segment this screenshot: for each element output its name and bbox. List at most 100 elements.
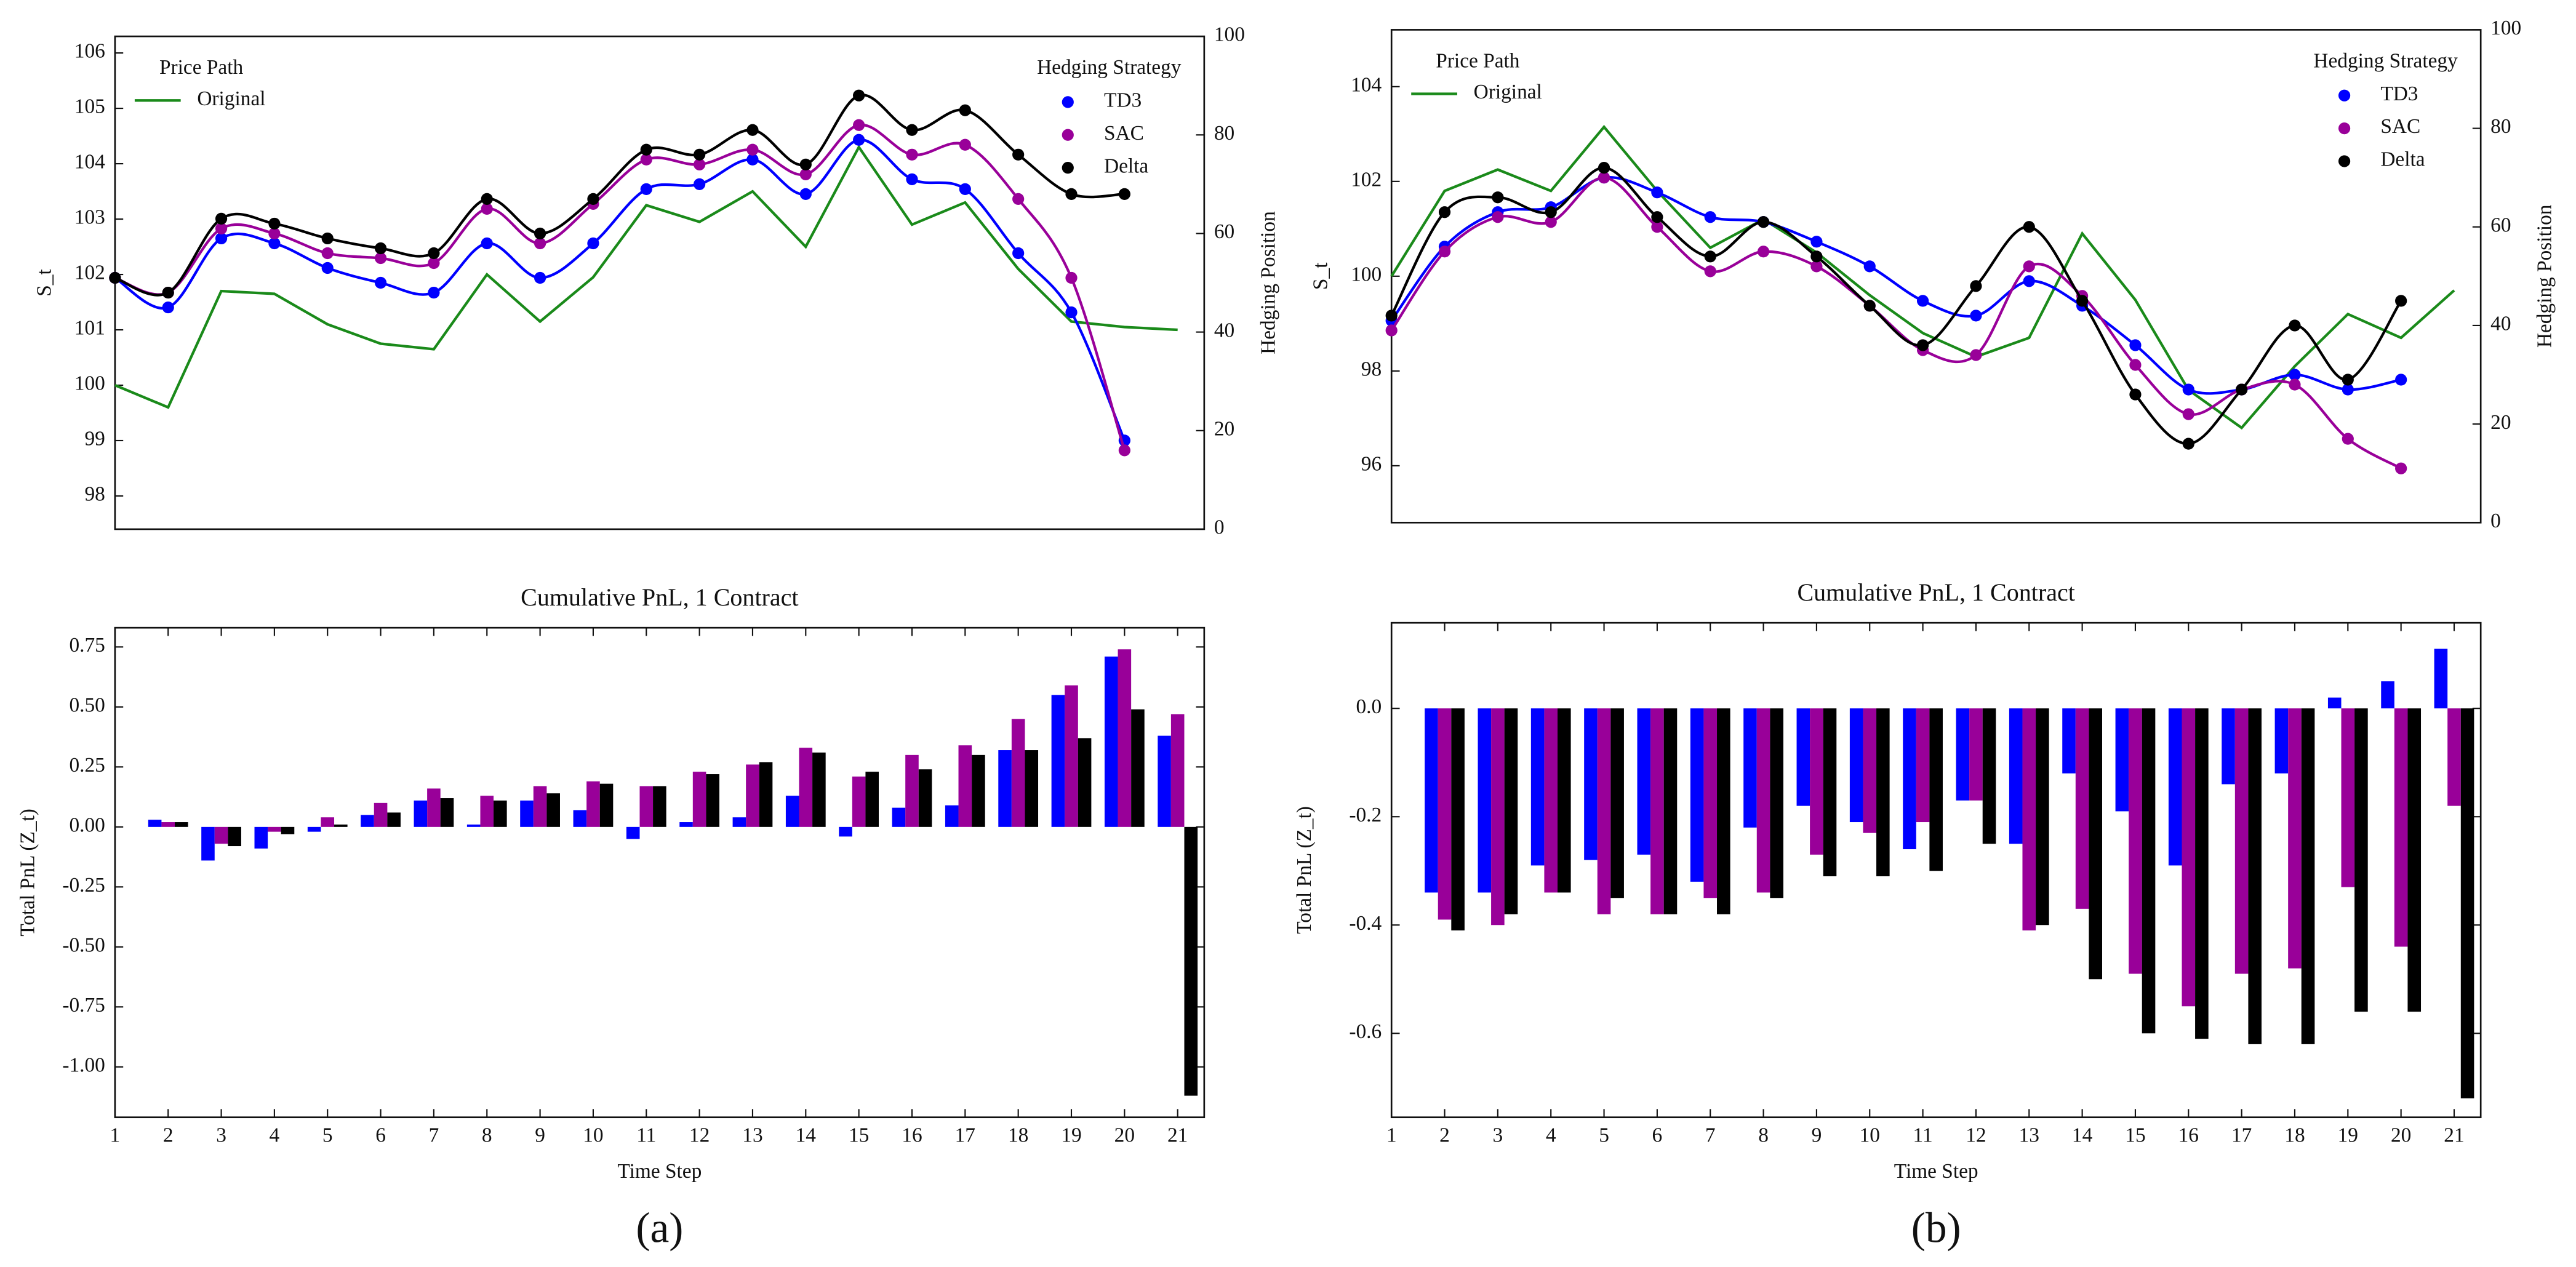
hedge-point (1651, 186, 1663, 199)
bar (2075, 708, 2089, 909)
bar (918, 769, 932, 827)
hedge-point (1118, 444, 1130, 457)
hedge-point (746, 153, 759, 166)
price-line (1390, 124, 2455, 430)
bar (759, 762, 773, 827)
hedge-point (268, 227, 281, 240)
y-tick-label: -0.50 (62, 933, 105, 956)
hedge-point (2023, 275, 2035, 287)
bar (1118, 649, 1132, 827)
bar (2407, 708, 2422, 1012)
y2-tick-label: 40 (1214, 319, 1234, 342)
bar (1770, 708, 1783, 898)
hedge-point (694, 178, 706, 190)
x-tick-label: 18 (2284, 1124, 2305, 1146)
hedge-point (853, 134, 865, 146)
bar (2089, 708, 2102, 980)
bar (2327, 697, 2342, 709)
bar (599, 783, 614, 827)
bar (998, 750, 1012, 827)
y-tick-label: -0.6 (1349, 1020, 1382, 1043)
x-tick-label: 9 (535, 1124, 545, 1146)
legend-label: TD3 (1104, 89, 1142, 112)
hedge-point (268, 237, 281, 250)
bar (414, 800, 428, 827)
y2-tick-label: 100 (2490, 17, 2521, 39)
bar (1584, 708, 1598, 860)
hedge-point (2236, 383, 2248, 396)
hedge-point (1545, 216, 1557, 228)
hedge-point (2395, 374, 2407, 386)
hedge-point (2129, 388, 2142, 401)
bar (2022, 708, 2036, 931)
bar (1184, 826, 1198, 1096)
hedge-point (2182, 408, 2194, 420)
bar (1051, 695, 1065, 827)
hedge-point (906, 148, 918, 161)
bar (2009, 708, 2023, 844)
hedge-point (640, 143, 652, 156)
bar (905, 754, 919, 827)
x-axis-label: Time Step (1894, 1160, 1978, 1183)
bar (1011, 719, 1025, 827)
bar (1170, 714, 1185, 827)
y-tick-label: 103 (74, 206, 105, 229)
hedge-point (481, 202, 493, 215)
hedge-point (374, 252, 387, 265)
hedge-point (1012, 193, 1025, 205)
bar (374, 802, 388, 827)
bar (1131, 709, 1145, 827)
bar (307, 826, 321, 832)
hedge-point (2289, 369, 2301, 381)
x-tick-label: 11 (636, 1124, 656, 1146)
hedge-point (1012, 148, 1025, 161)
legend-marker (2338, 122, 2351, 135)
hedge-point (799, 188, 812, 200)
hedge-point (1118, 188, 1130, 200)
bar (1451, 708, 1465, 931)
chart-title: Cumulative PnL, 1 Contract (1797, 578, 2074, 606)
legend-marker (2338, 155, 2351, 167)
hedge-point (799, 158, 812, 170)
y2-tick-label: 0 (2490, 510, 2501, 532)
hedge-point (534, 271, 546, 284)
y-tick-label: 0.0 (1356, 695, 1382, 718)
bar (732, 817, 746, 827)
bar (1982, 708, 1996, 844)
hedge-line (1390, 176, 2402, 470)
y-tick-label: -0.2 (1349, 804, 1382, 826)
bar (494, 800, 507, 827)
y-tick-label: 100 (74, 372, 105, 395)
bar (1903, 708, 1916, 850)
bar (1823, 708, 1837, 877)
bar (387, 812, 401, 827)
hedge-point (1704, 265, 1716, 278)
chart-title: Cumulative PnL, 1 Contract (521, 583, 798, 611)
bar (2381, 681, 2394, 709)
legend-marker (1062, 96, 1074, 108)
bar (1425, 708, 1438, 893)
bar (972, 754, 985, 827)
bar (175, 822, 188, 827)
x-tick-label: 2 (1439, 1124, 1450, 1146)
bar (2129, 708, 2142, 974)
y-tick-label: 102 (1351, 168, 1382, 191)
bar (1158, 735, 1171, 827)
y-tick-label: 106 (74, 40, 105, 63)
bar (653, 786, 666, 827)
y2-tick-label: 40 (2490, 313, 2511, 335)
y2-axis-label: Hedging Position (1257, 211, 1279, 354)
hedge-point (2342, 383, 2354, 396)
hedge-point (374, 276, 387, 289)
bar (1597, 708, 1611, 914)
bar (639, 786, 654, 827)
x-tick-label: 7 (429, 1124, 439, 1146)
legend-marker (2338, 89, 2351, 102)
hedge-point (799, 168, 812, 180)
bar (679, 822, 693, 827)
hedge-point (1970, 310, 1982, 322)
hedge-point (321, 247, 334, 260)
bar (1876, 708, 1890, 877)
bar (1637, 708, 1651, 855)
